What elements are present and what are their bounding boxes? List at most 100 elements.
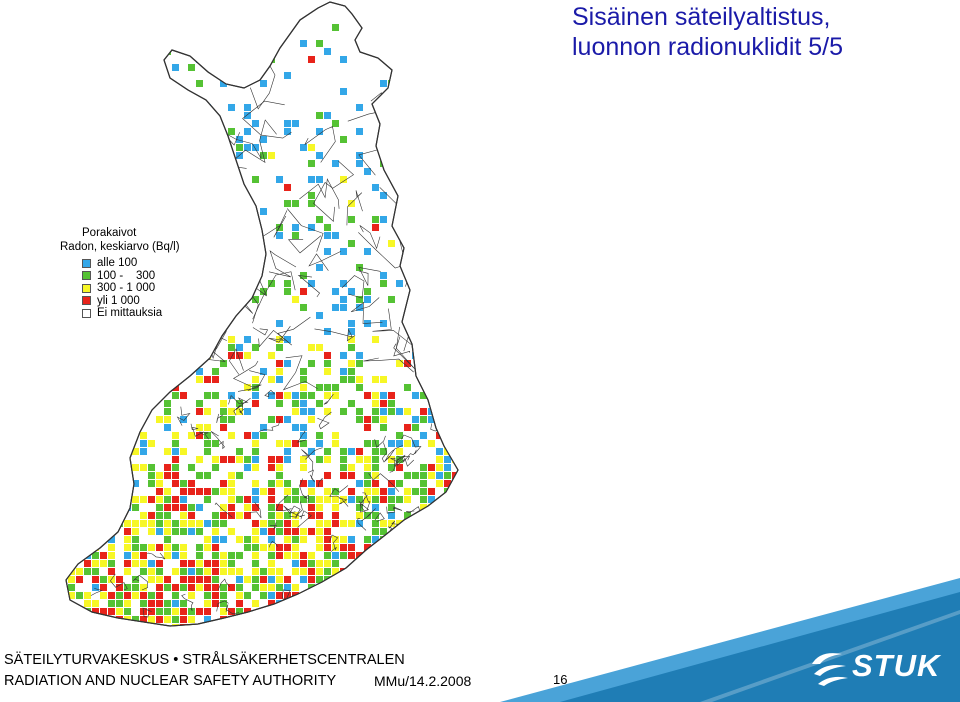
measurement-cell [308,56,315,63]
measurement-cell [284,392,291,399]
measurement-cell [244,56,251,63]
municipality-border [452,489,458,500]
page-number: 16 [553,672,568,687]
measurement-cell [196,424,203,431]
measurement-cell [140,624,147,626]
municipality-border [430,216,458,239]
measurement-cell [380,48,387,55]
measurement-cell [268,480,275,487]
measurement-cell [404,544,411,551]
measurement-cell [380,624,387,626]
municipality-border [358,497,367,514]
measurement-cell [244,544,251,551]
measurement-cell [252,480,259,487]
measurement-cell [340,448,347,455]
measurement-cell [268,600,275,607]
measurement-cell [420,616,427,623]
measurement-cell [428,600,435,607]
measurement-cell [148,616,155,623]
measurement-cell [356,352,363,359]
measurement-cell [92,344,99,351]
measurement-cell [452,360,458,367]
measurement-cell [276,592,283,599]
measurement-cell [324,48,331,55]
measurement-cell [180,520,187,527]
measurement-cell [132,552,139,559]
measurement-cell [460,376,467,383]
measurement-cell [156,320,163,327]
measurement-cell [124,624,131,626]
measurement-cell [372,576,379,583]
municipality-border [396,455,415,467]
measurement-cell [364,24,371,31]
municipality-border [242,100,292,139]
measurement-cell [300,616,307,623]
measurement-cell [84,352,91,359]
measurement-cell [340,352,347,359]
measurement-cell [396,584,403,591]
measurement-cell [252,576,259,583]
measurement-cell [468,416,475,423]
measurement-cell [460,584,467,591]
measurement-cell [124,416,131,423]
measurement-cell [284,280,291,287]
measurement-cell [284,536,291,543]
measurement-cell [380,400,387,407]
measurement-cell [156,480,163,487]
measurement-cell [460,608,467,615]
measurement-cell [340,624,347,626]
measurement-cell [108,480,115,487]
measurement-cell [356,456,363,463]
measurement-cell [204,616,211,623]
measurement-cell [468,512,475,519]
municipality-border [95,516,106,536]
measurement-cell [444,464,451,471]
measurement-cell [108,568,115,575]
measurement-cell [100,360,107,367]
measurement-cell [76,424,83,431]
measurement-cell [348,200,355,207]
measurement-cell [444,592,451,599]
measurement-cell [396,632,403,639]
measurement-cell [108,560,115,567]
measurement-cell [196,128,203,135]
measurement-cell [228,608,235,615]
measurement-cell [116,600,123,607]
measurement-cell [436,632,443,639]
measurement-cell [100,440,107,447]
measurement-cell [436,600,443,607]
measurement-cell [340,608,347,615]
measurement-cell [380,376,387,383]
measurement-cell [316,616,323,623]
measurement-cell [124,608,131,615]
measurement-cell [396,408,403,415]
measurement-cell [220,592,227,599]
measurement-cell [276,512,283,519]
measurement-cell [260,520,267,527]
measurement-cell [268,608,275,615]
measurement-cell [276,584,283,591]
measurement-cell [348,368,355,375]
measurement-cell [348,240,355,247]
municipality-border [212,161,237,195]
measurement-cell [92,568,99,575]
measurement-cell [388,568,395,575]
measurement-cell [372,624,379,626]
measurement-cell [364,392,371,399]
measurement-cell [428,352,435,359]
measurement-cell [252,376,259,383]
measurement-cell [140,560,147,567]
measurement-cell [292,232,299,239]
measurement-cell [228,72,235,79]
measurement-cell [380,560,387,567]
measurement-cell [220,560,227,567]
measurement-cell [132,576,139,583]
measurement-cell [140,616,147,623]
measurement-cell [340,592,347,599]
measurement-cell [404,488,411,495]
municipality-border [228,395,249,411]
measurement-cell [324,456,331,463]
measurement-cell [428,616,435,623]
measurement-cell [132,376,139,383]
measurement-cell [348,448,355,455]
